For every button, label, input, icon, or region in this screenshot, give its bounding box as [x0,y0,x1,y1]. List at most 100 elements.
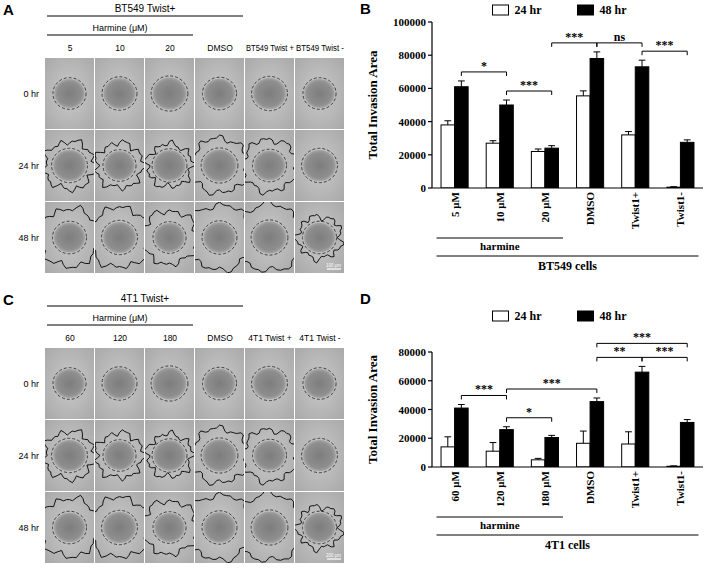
panel-group-label: Harmine (μM) [92,313,147,323]
bar [622,135,636,188]
spheroid [304,369,334,398]
x-axis [432,466,703,467]
legend-swatch [578,5,594,15]
invasion-outline [295,214,344,263]
bar [577,96,591,188]
image-cell [195,420,244,491]
cell-background [145,492,194,563]
initial-outline [102,510,138,544]
column-label: DMSO [207,333,233,343]
x-tick-label: DMSO [584,192,596,225]
x-tick-label: 180 μM [539,470,551,506]
initial-outline [252,366,288,400]
error-bar [593,52,600,59]
spheroid [154,150,186,180]
legend-swatch [493,5,509,15]
error-bar [580,91,587,96]
significance-label: * [481,59,487,73]
initial-outline [302,148,338,182]
cell-background [245,202,294,273]
panel-letter: C [3,291,14,308]
spheroid [204,222,236,252]
bars [441,52,694,188]
cell-background [195,492,244,563]
spheroid [253,78,286,109]
bar [635,67,649,188]
y-tick [428,466,432,467]
image-cell [195,348,244,419]
group-label: harmine [480,240,520,252]
invasion-outline [145,500,194,557]
spheroid [203,440,237,472]
invasion-outline [245,428,294,485]
initial-outline [302,511,336,544]
y-tick [428,55,432,56]
spheroid [54,223,85,253]
error-bar [548,146,555,148]
invasion-outline [245,138,294,195]
x-tick-label: 5 μM [449,191,461,216]
image-cell [245,58,294,129]
y-tick-label: 100000 [393,16,427,28]
initial-outline [103,440,136,472]
bar [680,422,694,467]
bar [441,125,455,188]
cell-background [295,420,344,491]
cell-background [95,348,144,419]
header-line [47,306,243,307]
image-cell [95,202,144,273]
image-panel: C4T1 Twist+Harmine (μM)60120180DMSO4T1 T… [3,291,344,563]
initial-outline [202,367,236,400]
significance-label: *** [475,382,493,396]
y-axis-label: Total Invasion Area [365,50,380,160]
spheroid [203,150,237,182]
significance-label: *** [656,344,674,358]
cell-background [45,58,94,129]
row-label: 48 hr [18,523,39,533]
y-tick [428,154,432,155]
column-label: 180 [163,333,177,343]
image-cell [45,202,94,273]
cell-background [95,130,144,201]
y-tick [428,21,432,22]
image-cell [95,348,144,419]
spheroid [304,513,335,543]
significance-label: *** [565,30,583,44]
image-cell [245,348,294,419]
initial-outline [102,220,138,254]
spheroid [54,513,85,543]
y-tick [428,88,432,89]
group-line [437,238,563,239]
cell-background [95,420,144,491]
y-tick-label: 40000 [399,116,427,128]
x-label-line [437,535,699,536]
invasion-outline [245,202,294,272]
cell-background [195,348,244,419]
bar [545,148,559,188]
initial-outline [153,222,186,254]
image-cell [295,202,344,273]
background [0,0,713,572]
spheroid [304,79,334,108]
spheroid [254,151,285,181]
group-label: harmine [480,519,520,531]
initial-outline [251,220,288,255]
image-cell [295,58,344,129]
legend-label: 24 hr [515,309,543,323]
invasion-outline [95,430,144,481]
spheroid [54,79,84,108]
initial-outline [102,77,137,110]
x-tick-label: Twist1+ [629,471,641,508]
invasion-outline [95,496,144,558]
panel-top-label: BT549 Twist+ [115,3,176,14]
image-cell [295,420,344,491]
image-cell [95,420,144,491]
column-label: 4T1 Twist + [248,333,292,343]
error-bar [535,149,542,151]
error-bar [535,458,542,459]
spheroid [104,78,136,108]
bar [590,402,604,467]
spheroid [53,150,86,181]
column-label: 10 [115,43,125,53]
initial-outline [201,438,238,473]
